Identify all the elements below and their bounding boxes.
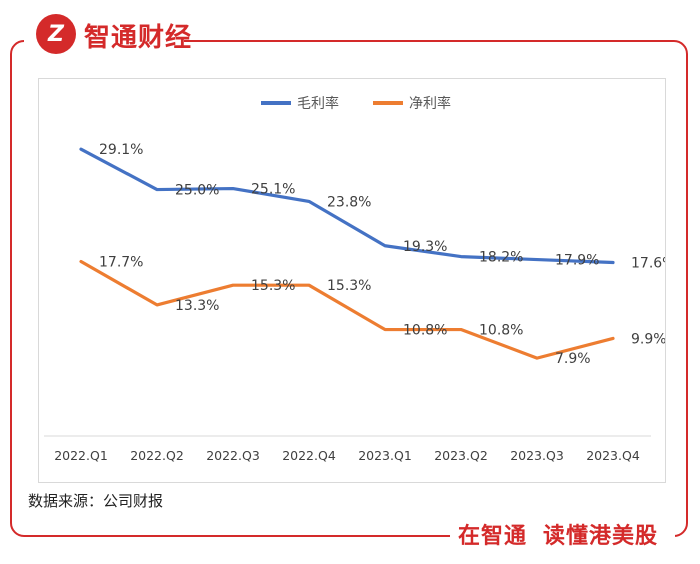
series-line-1 bbox=[79, 147, 615, 265]
data-label: 23.8% bbox=[327, 194, 371, 210]
x-tick-label: 2022.Q1 bbox=[54, 448, 108, 463]
data-label: 10.8% bbox=[479, 323, 523, 339]
data-label: 25.0% bbox=[175, 183, 219, 199]
brand-name: 智通财经 bbox=[84, 23, 193, 53]
series-line-2 bbox=[79, 259, 615, 360]
data-label: 17.9% bbox=[555, 253, 599, 269]
data-label: 15.3% bbox=[327, 278, 371, 294]
x-tick-label: 2023.Q2 bbox=[434, 448, 488, 463]
series-layer: 29.1% 25.0% 25.1% 23.8% 19.3% 18.2% 17.9% 17.6%… bbox=[79, 142, 675, 367]
x-tick-label: 2022.Q2 bbox=[130, 448, 184, 463]
data-label: 7.9% bbox=[555, 351, 591, 367]
data-label: 9.9% bbox=[631, 331, 665, 347]
line-chart: 毛利率 净利率 29.1% 25.0% 25.1% 23.8% 19.3% 18.2% 17.… bbox=[44, 95, 675, 463]
x-tick-label: 2023.Q1 bbox=[358, 448, 412, 463]
slogan-area bbox=[450, 514, 675, 554]
slogan: 在智通 读懂港美股 bbox=[458, 518, 658, 550]
data-label: 10.8% bbox=[403, 323, 447, 339]
legend-label-1: 毛利率 bbox=[297, 95, 339, 112]
data-source-note: 数据来源：公司财报 bbox=[28, 492, 164, 510]
chart-container: 毛利率 净利率 29.1% 25.0% 25.1% 23.8% 19.3% 18.2% 17.… bbox=[38, 78, 675, 483]
x-tick-label: 2023.Q3 bbox=[510, 448, 564, 463]
data-label: 29.1% bbox=[99, 142, 143, 158]
legend-label-2: 净利率 bbox=[409, 95, 451, 112]
data-label: 19.3% bbox=[403, 239, 447, 255]
slogan-part-1: 在智通 bbox=[458, 524, 528, 549]
x-tick-label: 2022.Q3 bbox=[206, 448, 260, 463]
slogan-part-2: 读懂港美股 bbox=[543, 524, 659, 549]
data-label: 17.6% bbox=[631, 256, 665, 272]
x-tick-labels: 2022.Q1 2022.Q2 2022.Q3 2022.Q4 2023.Q1 2023.… bbox=[54, 448, 640, 463]
data-label: 18.2% bbox=[479, 250, 523, 266]
data-label: 17.7% bbox=[99, 255, 143, 271]
chart-legend: 毛利率 净利率 bbox=[261, 95, 451, 112]
x-tick-label: 2023.Q4 bbox=[586, 448, 640, 463]
x-tick-label: 2022.Q4 bbox=[282, 448, 336, 463]
data-label: 13.3% bbox=[175, 298, 219, 314]
card-frame bbox=[10, 40, 688, 537]
data-label: 25.1% bbox=[251, 182, 295, 198]
brand-logo-icon: Z bbox=[36, 14, 76, 54]
data-label: 15.3% bbox=[251, 278, 295, 294]
